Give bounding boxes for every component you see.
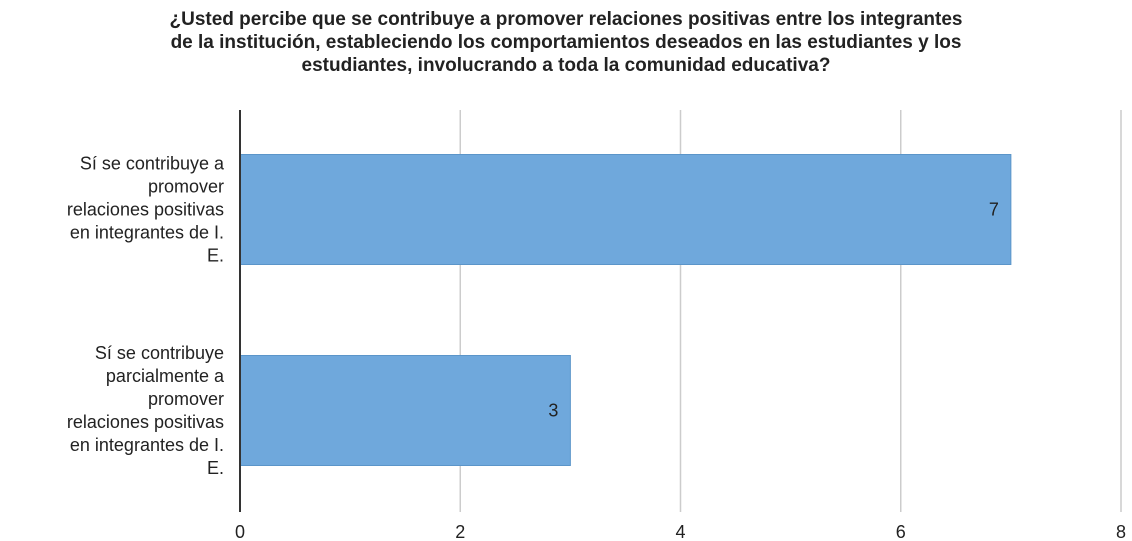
x-tick-label-3: 6	[896, 522, 906, 541]
category-label-1-line-1: parcialmente a	[106, 366, 225, 386]
category-label-1-line-3: relaciones positivas	[67, 412, 224, 432]
x-tick-label-2: 4	[675, 522, 685, 541]
x-tick-label-1: 2	[455, 522, 465, 541]
x-tick-label-4: 8	[1116, 522, 1126, 541]
chart-title-line-3: estudiantes, involucrando a toda la comu…	[301, 55, 831, 76]
category-label-0-line-1: promover	[148, 177, 224, 197]
category-label-1-line-0: Sí se contribuye	[95, 343, 224, 363]
data-label-1: 3	[548, 401, 558, 421]
category-label-0-line-4: E.	[207, 246, 224, 266]
category-label-1-line-2: promover	[148, 389, 224, 409]
x-tick-label-0: 0	[235, 522, 245, 541]
category-label-0-line-0: Sí se contribuye a	[80, 154, 225, 174]
data-label-0: 7	[989, 200, 999, 220]
chart-title: ¿Usted percibe que se contribuye a promo…	[0, 8, 1132, 77]
category-label-0-line-2: relaciones positivas	[67, 200, 224, 220]
chart-title-line-2: de la institución, estableciendo los com…	[170, 32, 962, 53]
category-label-0-line-3: en integrantes de I.	[70, 223, 224, 243]
category-label-1-line-4: en integrantes de I.	[70, 435, 224, 455]
bar-0	[239, 154, 1012, 265]
bar-1	[239, 355, 571, 466]
category-label-1-line-5: E.	[207, 458, 224, 478]
chart-title-line-1: ¿Usted percibe que se contribuye a promo…	[169, 9, 963, 30]
